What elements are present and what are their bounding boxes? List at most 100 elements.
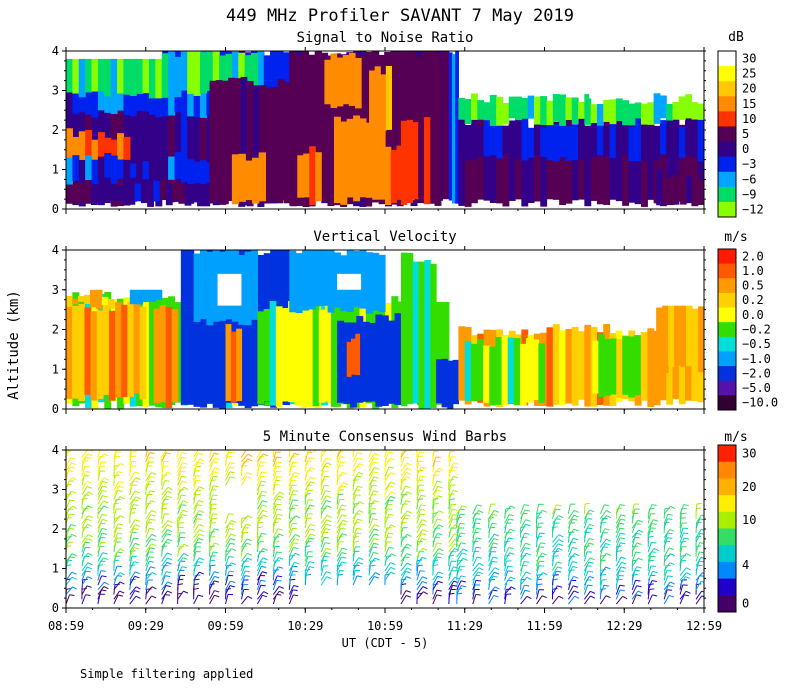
barb-flag: [277, 566, 284, 569]
barb: [193, 452, 199, 463]
barb-flag: [310, 476, 316, 480]
cell: [72, 51, 80, 206]
barb-flag: [373, 542, 379, 546]
barb: [599, 504, 605, 515]
barb-flag: [422, 576, 428, 580]
barb-flag: [373, 551, 379, 555]
barb-flag: [262, 557, 268, 561]
barb: [241, 552, 248, 562]
barb: [615, 566, 622, 576]
x-tick-label: 12:59: [686, 619, 722, 633]
barb-flag: [230, 533, 236, 537]
barb-flag: [358, 510, 364, 513]
colorbar-swatch: [718, 51, 736, 67]
barb: [81, 547, 86, 557]
barb-flag: [573, 528, 579, 532]
cell: [275, 306, 283, 407]
barb: [257, 591, 265, 600]
barb-flag: [71, 576, 77, 580]
barb: [432, 571, 439, 581]
barb-flag: [71, 523, 77, 527]
barb-flag: [477, 571, 483, 575]
barb-flag: [151, 571, 157, 576]
barb: [368, 576, 375, 586]
barb-flag: [229, 570, 235, 573]
barb: [615, 518, 621, 529]
barb-flag: [390, 562, 396, 565]
barb: [225, 548, 232, 557]
barb-flag: [651, 504, 657, 506]
barb-flag: [390, 457, 396, 461]
barb-flag: [263, 453, 269, 457]
barb-flag: [166, 495, 172, 499]
barb-flag: [87, 486, 93, 489]
cell: [269, 301, 277, 406]
barb: [615, 589, 621, 600]
barb-flag: [525, 542, 531, 546]
cell: [199, 160, 207, 184]
barb: [113, 590, 120, 600]
barb: [256, 580, 262, 590]
barb: [177, 466, 182, 477]
cell: [483, 118, 491, 201]
barb-flag: [491, 522, 497, 525]
barb-flag: [405, 514, 411, 517]
barb-flag: [507, 570, 513, 572]
barb-flag: [417, 564, 423, 567]
barb: [631, 519, 639, 529]
barb: [504, 518, 510, 529]
cell: [496, 118, 504, 159]
cell: [622, 100, 630, 126]
barb: [288, 589, 294, 600]
barb-flag: [509, 514, 515, 517]
barb: [679, 504, 685, 515]
barb: [488, 586, 496, 595]
barb-flag: [149, 452, 155, 454]
cell: [622, 122, 630, 156]
barb: [504, 576, 511, 586]
barb: [472, 567, 480, 576]
barb: [97, 589, 102, 600]
cell: [228, 77, 235, 202]
barb: [177, 522, 180, 534]
barb: [304, 452, 309, 462]
cell: [477, 339, 484, 401]
cell: [136, 54, 144, 94]
barb-flag: [214, 528, 220, 531]
barb: [384, 541, 388, 552]
barb-flag: [247, 595, 253, 599]
cell: [324, 59, 332, 105]
barb: [448, 561, 452, 571]
cell: [172, 179, 179, 200]
colorbar-swatch: [718, 186, 736, 203]
cell: [686, 305, 693, 367]
cell: [346, 118, 354, 198]
barb-flag: [476, 504, 482, 507]
barb: [384, 491, 392, 501]
barb: [456, 527, 460, 538]
barb: [209, 457, 216, 467]
barb-flag: [406, 543, 412, 547]
cell: [365, 252, 373, 314]
barb-flag: [262, 490, 268, 494]
barb-flag: [637, 557, 643, 561]
cell: [596, 103, 604, 126]
cell: [442, 301, 450, 406]
barb: [400, 590, 407, 600]
barb-flag: [420, 508, 426, 511]
colorbar-label: −12: [742, 202, 764, 216]
barb-flag: [101, 575, 107, 578]
barb-flag: [229, 471, 235, 474]
barb-flag: [134, 519, 140, 522]
barb-flag: [119, 462, 125, 467]
barb: [145, 472, 152, 482]
cell: [609, 116, 617, 158]
barb: [272, 518, 277, 529]
cell: [571, 97, 579, 125]
barb-flag: [373, 476, 379, 479]
barb: [352, 463, 360, 472]
cell: [315, 152, 322, 202]
barb: [177, 471, 182, 481]
barb: [352, 528, 358, 538]
barb: [583, 518, 588, 529]
